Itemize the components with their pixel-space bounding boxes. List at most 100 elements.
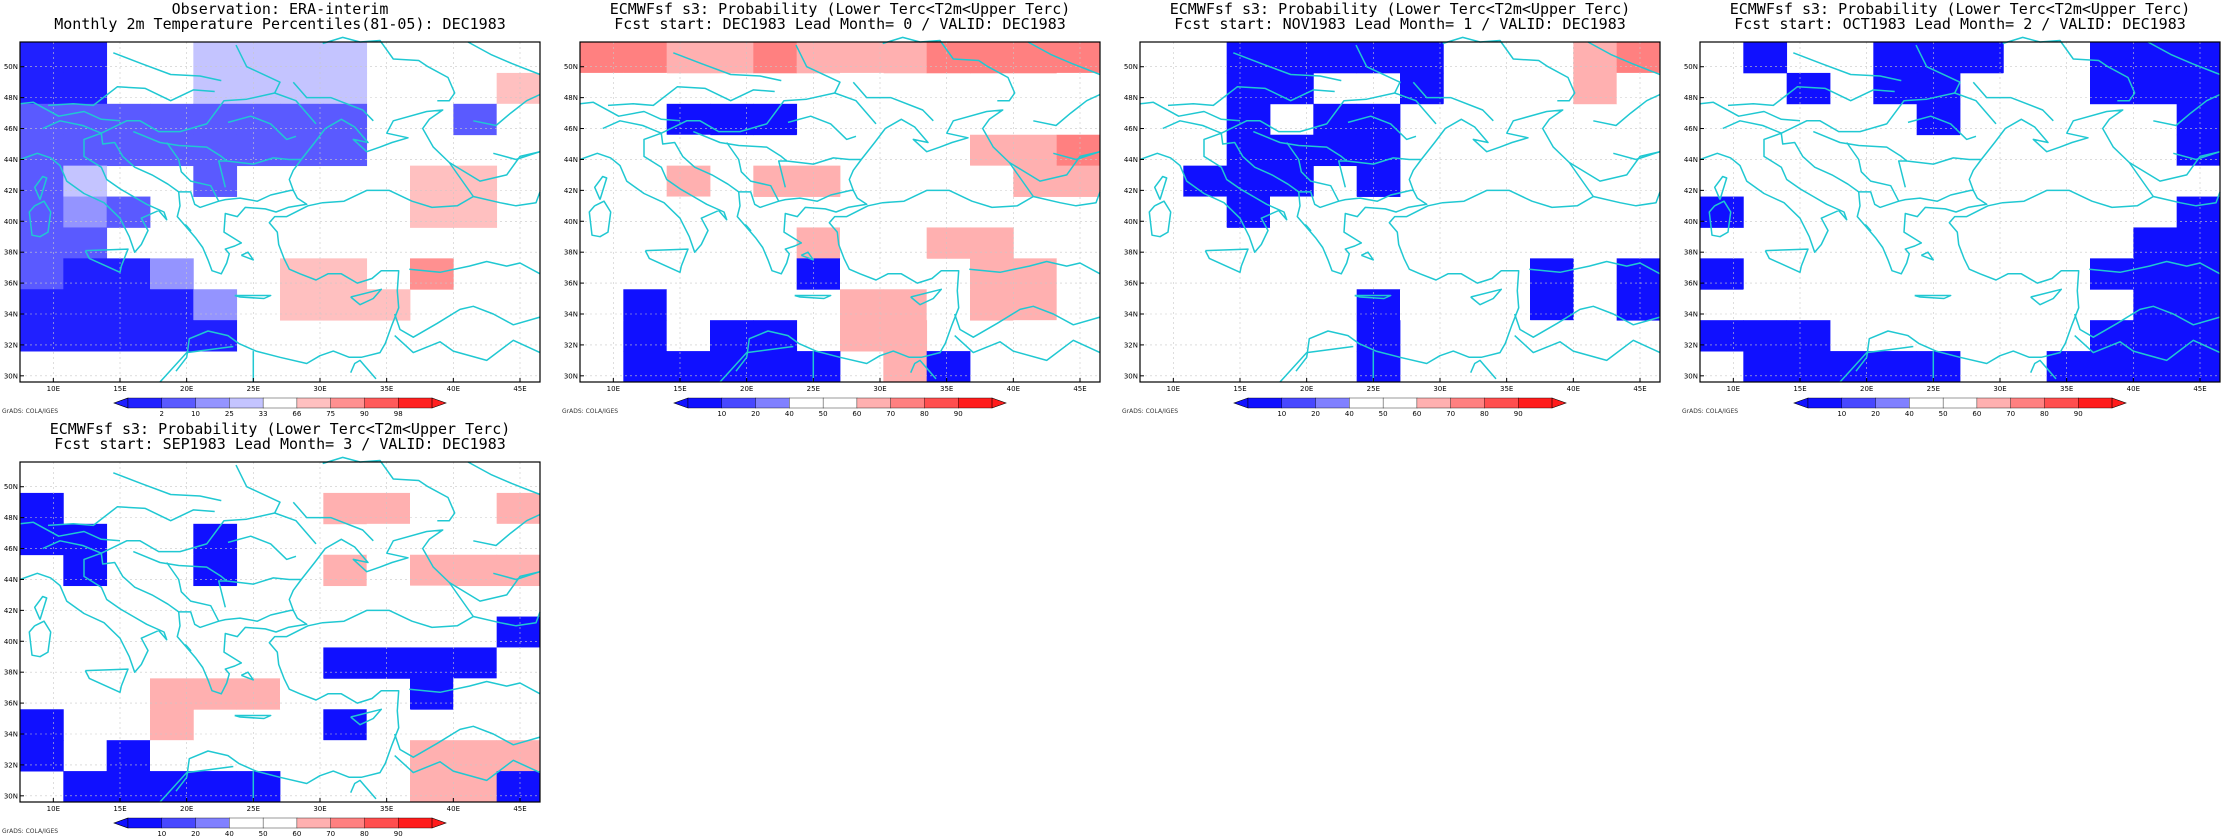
grid-cell <box>2133 258 2178 290</box>
grid-cell <box>666 165 711 197</box>
coastline <box>852 81 934 122</box>
lat-tick-label: 44N <box>1124 156 1138 164</box>
grid-cell <box>453 523 498 556</box>
grid-cell <box>2176 289 2221 321</box>
colorbar-swatch <box>229 397 264 409</box>
grads-credit: GrADS: COLA/IGES <box>2 828 59 835</box>
coastline <box>1253 130 1422 165</box>
colorbar-label: 20 <box>1311 410 1320 418</box>
grid-cell <box>323 72 368 105</box>
coastline <box>394 755 541 782</box>
colorbar-label: 20 <box>1871 410 1880 418</box>
coastline <box>794 294 832 300</box>
grid-cell <box>410 585 454 617</box>
grid-cell <box>236 678 281 710</box>
grid-cell <box>63 320 108 352</box>
coastline <box>1027 41 1101 76</box>
colorbar-label: 50 <box>1379 410 1388 418</box>
coastline <box>1337 160 1347 188</box>
coastline <box>1727 86 1895 107</box>
lat-tick-label: 44N <box>4 576 18 584</box>
grid-cell <box>150 740 194 772</box>
grid-cell <box>280 72 324 105</box>
colorbar-swatch <box>364 397 399 409</box>
lon-tick-label: 30E <box>313 385 326 393</box>
grid-cell <box>150 258 194 290</box>
coastline <box>673 52 782 82</box>
colorbar-label: 75 <box>326 410 335 418</box>
lon-tick-label: 40E <box>447 385 460 393</box>
colorbar-label: 60 <box>1412 410 1421 418</box>
grid-cell <box>840 42 884 74</box>
grid-cell <box>1140 320 1184 352</box>
grid-cell <box>623 351 668 383</box>
grid-cell <box>323 42 368 74</box>
grid-cell <box>580 72 624 105</box>
coastline <box>133 550 302 585</box>
colorbar-label: 70 <box>326 830 335 838</box>
grid-cell <box>796 258 841 290</box>
grid-cell <box>193 165 238 197</box>
panel-subtitle: Fcst start: SEP1983 Lead Month= 3 / VALI… <box>54 435 506 453</box>
map-canvas: 50N 48N 46N 44N 42N 40N 38N 36N 34N 32N 30N 10E 15E 2… <box>4 456 541 838</box>
coastline <box>218 189 294 202</box>
grid-cell <box>1226 103 1271 136</box>
coastline <box>1470 359 1497 380</box>
coastline <box>910 359 937 380</box>
lat-tick-label: 42N <box>1684 187 1698 195</box>
grid-cell <box>1056 42 1101 74</box>
grid-cell <box>796 165 841 197</box>
lat-tick-label: 34N <box>1124 311 1138 319</box>
lat-tick-label: 48N <box>564 94 578 102</box>
lat-tick-label: 34N <box>4 311 18 319</box>
grid-cell <box>20 227 64 259</box>
lat-tick-label: 30N <box>1684 372 1698 380</box>
grid-cell <box>193 72 238 105</box>
grid-cell <box>623 289 668 321</box>
coastline <box>1008 150 1101 182</box>
grid-cell <box>753 351 798 383</box>
lat-tick-label: 36N <box>4 700 18 708</box>
lon-tick-label: 10E <box>47 805 60 813</box>
grid-cell <box>20 709 64 741</box>
colorbar-swatch <box>721 397 757 409</box>
coastline <box>1846 142 1900 209</box>
grid-cell <box>63 647 108 679</box>
colorbar-swatch <box>789 397 824 409</box>
coastline <box>240 671 255 681</box>
colorbar-swatch <box>330 817 365 829</box>
colorbar-swatch <box>1247 397 1283 409</box>
lon-tick-label: 45E <box>1073 385 1086 393</box>
lat-tick-label: 44N <box>4 156 18 164</box>
colorbar-label: 10 <box>157 830 166 838</box>
coastline <box>693 130 862 165</box>
grid-cell <box>1140 227 1184 259</box>
grid-cell <box>410 492 454 525</box>
grid-cell <box>280 289 324 321</box>
grid-cell <box>1960 42 2004 74</box>
colorbar-swatch <box>330 397 365 409</box>
coastline <box>787 115 857 141</box>
grid-cell <box>2090 72 2134 105</box>
grid-cell <box>926 42 971 74</box>
coastline <box>184 643 192 652</box>
panel-lead-month-2: ECMWFsf s3: Probability (Lower Terc<T2m<… <box>1680 0 2240 420</box>
coastline <box>1864 223 1872 232</box>
grid-cell <box>2046 351 2091 383</box>
colorbar-low-arrow <box>113 397 129 409</box>
colorbar-swatch <box>958 397 993 409</box>
grid-cell <box>1400 42 1444 74</box>
lat-tick-label: 44N <box>564 156 578 164</box>
grid-cell <box>1873 351 1918 383</box>
lat-tick-label: 40N <box>4 638 18 646</box>
lon-tick-label: 15E <box>1793 385 1806 393</box>
lon-tick-label: 35E <box>1500 385 1513 393</box>
coastline <box>1907 115 1977 141</box>
lon-tick-label: 15E <box>673 385 686 393</box>
lon-tick-label: 30E <box>1433 385 1446 393</box>
lat-tick-label: 34N <box>4 731 18 739</box>
coastline <box>1839 345 1914 383</box>
coastline <box>1033 191 1101 207</box>
grid-cell <box>20 258 64 290</box>
coastline <box>350 359 377 380</box>
